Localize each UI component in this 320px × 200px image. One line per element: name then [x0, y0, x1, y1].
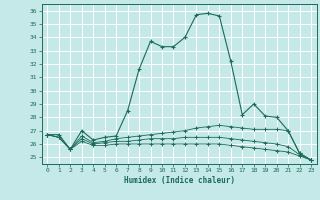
X-axis label: Humidex (Indice chaleur): Humidex (Indice chaleur) — [124, 176, 235, 185]
